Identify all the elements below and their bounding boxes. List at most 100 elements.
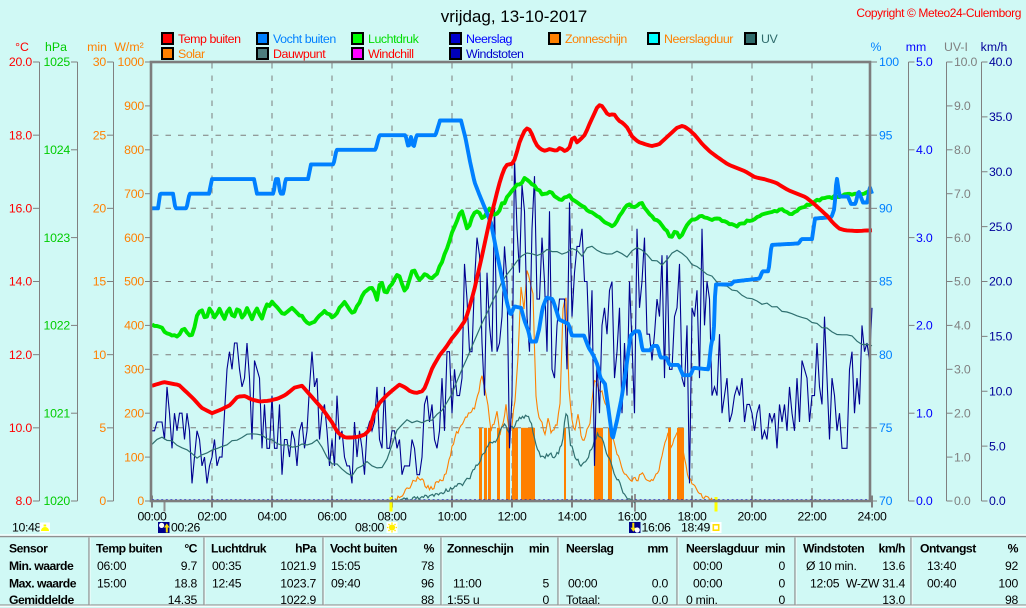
- svg-text:Luchtdruk: Luchtdruk: [211, 542, 267, 556]
- svg-text:hPa: hPa: [45, 40, 67, 54]
- svg-text:vrijdag, 13-10-2017: vrijdag, 13-10-2017: [441, 7, 587, 26]
- svg-text:5: 5: [99, 421, 106, 435]
- svg-text:8.0: 8.0: [954, 143, 971, 157]
- svg-text:13.0: 13.0: [882, 593, 905, 607]
- svg-text:400: 400: [124, 319, 144, 333]
- svg-text:15:00: 15:00: [97, 577, 127, 591]
- svg-text:700: 700: [124, 187, 144, 201]
- svg-text:16:00: 16:00: [617, 510, 647, 524]
- svg-text:Ontvangst: Ontvangst: [920, 542, 976, 556]
- svg-text:40.0: 40.0: [989, 55, 1012, 69]
- svg-text:1:55 u: 1:55 u: [447, 593, 479, 607]
- svg-text:00:35: 00:35: [212, 559, 242, 573]
- svg-text:200: 200: [124, 406, 144, 420]
- svg-text:85: 85: [879, 275, 893, 289]
- svg-text:18.0: 18.0: [9, 128, 32, 142]
- svg-text:2.0: 2.0: [954, 406, 971, 420]
- svg-text:96: 96: [421, 577, 435, 591]
- svg-text:09:40: 09:40: [331, 577, 361, 591]
- svg-text:W-ZW 31.4: W-ZW 31.4: [846, 577, 906, 591]
- svg-text:W/m²: W/m²: [114, 40, 143, 54]
- svg-text:2.0: 2.0: [916, 319, 933, 333]
- svg-text:Solar: Solar: [178, 47, 205, 61]
- svg-text:7.0: 7.0: [954, 187, 971, 201]
- svg-text:10:48: 10:48: [12, 521, 42, 535]
- svg-text:75: 75: [879, 421, 893, 435]
- svg-text:1022.9: 1022.9: [280, 593, 316, 607]
- svg-text:800: 800: [124, 143, 144, 157]
- svg-text:12:45: 12:45: [212, 577, 242, 591]
- svg-text:1021.9: 1021.9: [280, 559, 316, 573]
- svg-text:08:00: 08:00: [377, 510, 407, 524]
- svg-text:20.0: 20.0: [9, 55, 32, 69]
- svg-text:1023.7: 1023.7: [280, 577, 316, 591]
- svg-text:14.0: 14.0: [9, 275, 32, 289]
- svg-text:Neerslag: Neerslag: [566, 542, 614, 556]
- svg-text:5: 5: [542, 577, 549, 591]
- svg-text:20: 20: [93, 202, 107, 216]
- svg-text:15:05: 15:05: [331, 559, 361, 573]
- svg-text:06:00: 06:00: [97, 559, 127, 573]
- svg-text:1.0: 1.0: [954, 450, 971, 464]
- svg-text:1000: 1000: [117, 55, 144, 69]
- svg-text:18:00: 18:00: [677, 510, 707, 524]
- svg-text:0: 0: [99, 494, 106, 508]
- svg-text:10.0: 10.0: [989, 384, 1012, 398]
- svg-text:3.0: 3.0: [916, 231, 933, 245]
- svg-text:00:00: 00:00: [568, 577, 598, 591]
- svg-text:0: 0: [542, 593, 549, 607]
- svg-text:UV: UV: [761, 32, 778, 46]
- svg-text:0: 0: [778, 559, 785, 573]
- svg-text:Zonneschijn: Zonneschijn: [447, 542, 513, 556]
- svg-text:15: 15: [93, 275, 107, 289]
- svg-text:98: 98: [1005, 593, 1019, 607]
- svg-text:13:40: 13:40: [927, 559, 957, 573]
- svg-text:10.0: 10.0: [9, 421, 32, 435]
- svg-text:Totaal:: Totaal:: [566, 593, 600, 607]
- svg-text:15.0: 15.0: [989, 330, 1012, 344]
- svg-text:25: 25: [93, 128, 107, 142]
- svg-text:0.0: 0.0: [916, 494, 933, 508]
- svg-text:00:40: 00:40: [927, 577, 957, 591]
- svg-text:06:00: 06:00: [317, 510, 347, 524]
- svg-text:00:00: 00:00: [693, 577, 723, 591]
- svg-text:25.0: 25.0: [989, 220, 1012, 234]
- svg-text:Copyright © Meteo24-Culemborg: Copyright © Meteo24-Culemborg: [856, 6, 1021, 20]
- svg-text:10:00: 10:00: [437, 510, 467, 524]
- svg-text:Max. waarde: Max. waarde: [9, 577, 77, 591]
- svg-text:Neerslag: Neerslag: [466, 32, 513, 46]
- svg-text:4.0: 4.0: [954, 319, 971, 333]
- svg-text:500: 500: [124, 275, 144, 289]
- svg-text:02:00: 02:00: [197, 510, 227, 524]
- svg-text:0 min.: 0 min.: [686, 593, 718, 607]
- svg-text:km/h: km/h: [981, 40, 1008, 54]
- svg-text:12.0: 12.0: [9, 348, 32, 362]
- svg-text:%: %: [871, 40, 882, 54]
- svg-text:mm: mm: [647, 542, 668, 556]
- svg-text:1023: 1023: [43, 231, 70, 245]
- svg-text:Luchtdruk: Luchtdruk: [368, 32, 420, 46]
- svg-text:0: 0: [137, 494, 144, 508]
- svg-text:°C: °C: [184, 542, 197, 556]
- svg-text:min: min: [529, 542, 549, 556]
- svg-text:0: 0: [778, 577, 785, 591]
- svg-text:11:00: 11:00: [453, 577, 482, 591]
- svg-text:78: 78: [421, 559, 435, 573]
- svg-text:100: 100: [879, 55, 899, 69]
- svg-text:14.35: 14.35: [168, 593, 198, 607]
- svg-text:Temp buiten: Temp buiten: [96, 542, 162, 556]
- svg-text:20:00: 20:00: [737, 510, 767, 524]
- svg-text:Neerslagduur: Neerslagduur: [664, 32, 733, 46]
- svg-text:30: 30: [93, 55, 107, 69]
- svg-text:Gemiddelde: Gemiddelde: [9, 593, 74, 607]
- svg-text:0.0: 0.0: [954, 494, 971, 508]
- svg-text:22:00: 22:00: [797, 510, 827, 524]
- svg-text:Windstoten: Windstoten: [803, 542, 864, 556]
- svg-text:Vocht buiten: Vocht buiten: [330, 542, 397, 556]
- svg-text:Zonneschijn: Zonneschijn: [565, 32, 627, 46]
- svg-text:Temp buiten: Temp buiten: [178, 32, 241, 46]
- svg-text:35.0: 35.0: [989, 110, 1012, 124]
- svg-text:10.0: 10.0: [954, 55, 977, 69]
- svg-text:Windchill: Windchill: [368, 47, 414, 61]
- svg-text:10: 10: [93, 348, 107, 362]
